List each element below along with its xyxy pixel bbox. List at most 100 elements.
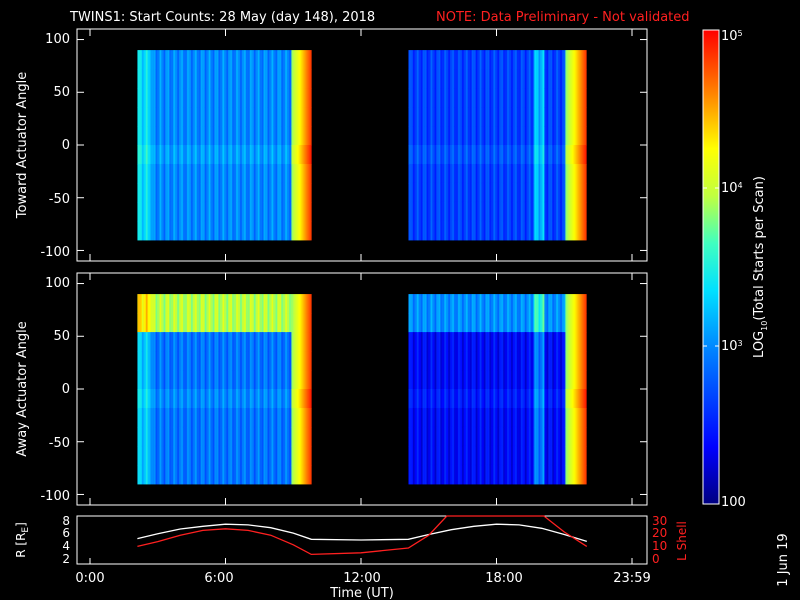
heatmap-cell — [229, 351, 231, 371]
heatmap-cell — [511, 88, 513, 108]
heatmap-cell — [548, 50, 550, 70]
heatmap-cell — [531, 182, 533, 203]
heatmap-cell — [236, 220, 238, 241]
heatmap-cell — [212, 464, 214, 485]
heatmap-cell — [224, 426, 226, 447]
heatmap-cell — [566, 107, 568, 127]
heatmap-cell — [501, 126, 503, 146]
heatmap-cell — [222, 351, 224, 371]
heatmap-cell — [180, 407, 182, 428]
heatmap-cell — [293, 220, 295, 241]
heatmap-cell — [199, 464, 201, 485]
heatmap-cell — [297, 107, 299, 127]
heatmap-cell — [158, 50, 160, 70]
heatmap-cell — [218, 182, 220, 203]
heatmap-cell — [547, 126, 549, 146]
heatmap-cell — [257, 426, 259, 447]
heatmap-cell — [235, 126, 237, 146]
heatmap-cell — [307, 69, 309, 89]
heatmap-cell — [464, 126, 466, 146]
heatmap-cell — [257, 351, 259, 371]
heatmap-cell — [428, 145, 430, 165]
heatmap-cell — [291, 201, 293, 222]
heatmap-cell — [231, 145, 233, 165]
heatmap-cell — [251, 407, 253, 428]
heatmap-cell — [199, 220, 201, 241]
heatmap-cell — [486, 126, 488, 146]
heatmap-cell — [225, 182, 227, 203]
heatmap-cell — [152, 370, 154, 390]
heatmap-cell — [242, 445, 244, 466]
heatmap-cell — [219, 332, 221, 352]
heatmap-cell — [434, 220, 436, 241]
heatmap-cell — [184, 332, 186, 352]
heatmap-cell — [480, 163, 482, 184]
heatmap-cell — [447, 201, 449, 222]
heatmap-cell — [479, 107, 481, 127]
heatmap-cell — [488, 126, 490, 146]
heatmap-cell — [192, 370, 194, 390]
heatmap-cell — [525, 69, 527, 89]
heatmap-cell — [266, 332, 268, 352]
heatmap-cell — [486, 220, 488, 241]
heatmap-cell — [169, 69, 171, 89]
heatmap-cell — [148, 389, 150, 409]
heatmap-cell — [195, 426, 197, 447]
heatmap-cell — [147, 389, 149, 409]
heatmap-cell — [279, 313, 281, 333]
heatmap-cell — [231, 107, 233, 127]
heatmap-cell — [298, 182, 300, 203]
heatmap-cell — [269, 426, 271, 447]
heatmap-cell — [227, 426, 229, 447]
heatmap-cell — [271, 145, 273, 165]
heatmap-cell — [539, 182, 541, 203]
heatmap-cell — [533, 107, 535, 127]
heatmap-cell — [417, 50, 419, 70]
heatmap-cell — [495, 88, 497, 108]
heatmap-cell — [493, 50, 495, 70]
heatmap-cell — [141, 370, 143, 390]
heatmap-cell — [176, 201, 178, 222]
heatmap-cell — [226, 201, 228, 222]
heatmap-cell — [215, 332, 217, 352]
heatmap-cell — [143, 107, 145, 127]
heatmap-cell — [282, 464, 284, 485]
heatmap-cell — [558, 107, 560, 127]
heatmap-cell — [184, 426, 186, 447]
heatmap-cell — [276, 313, 278, 333]
heatmap-cell — [294, 126, 296, 146]
heatmap-cell — [240, 445, 242, 466]
heatmap-cell — [566, 163, 568, 184]
heatmap-cell — [460, 88, 462, 108]
heatmap-cell — [298, 126, 300, 146]
heatmap-cell — [166, 294, 168, 314]
heatmap-cell — [175, 445, 177, 466]
heatmap-cell — [260, 145, 262, 165]
heatmap-cell — [418, 88, 420, 108]
heatmap-cell — [256, 370, 258, 390]
heatmap-cell — [302, 145, 304, 165]
heatmap-cell — [168, 426, 170, 447]
heatmap-cell — [190, 88, 192, 108]
heatmap-cell — [267, 145, 269, 165]
heatmap-cell — [144, 220, 146, 241]
heatmap-cell — [220, 445, 222, 466]
heatmap-cell — [516, 220, 518, 241]
heatmap-cell — [183, 445, 185, 466]
heatmap-cell — [440, 145, 442, 165]
heatmap-cell — [164, 313, 166, 333]
heatmap-cell — [146, 294, 148, 314]
heatmap-cell — [180, 464, 182, 485]
heatmap-cell — [260, 351, 262, 371]
heatmap-cell — [425, 163, 427, 184]
heatmap-cell — [235, 201, 237, 222]
heatmap-cell — [213, 313, 215, 333]
heatmap-cell — [170, 313, 172, 333]
heatmap-cell — [220, 332, 222, 352]
heatmap-cell — [439, 145, 441, 165]
heatmap-cell — [552, 126, 554, 146]
heatmap-cell — [290, 182, 292, 203]
heatmap-cell — [172, 294, 174, 314]
heatmap-cell — [146, 445, 148, 466]
heatmap-cell — [549, 107, 551, 127]
